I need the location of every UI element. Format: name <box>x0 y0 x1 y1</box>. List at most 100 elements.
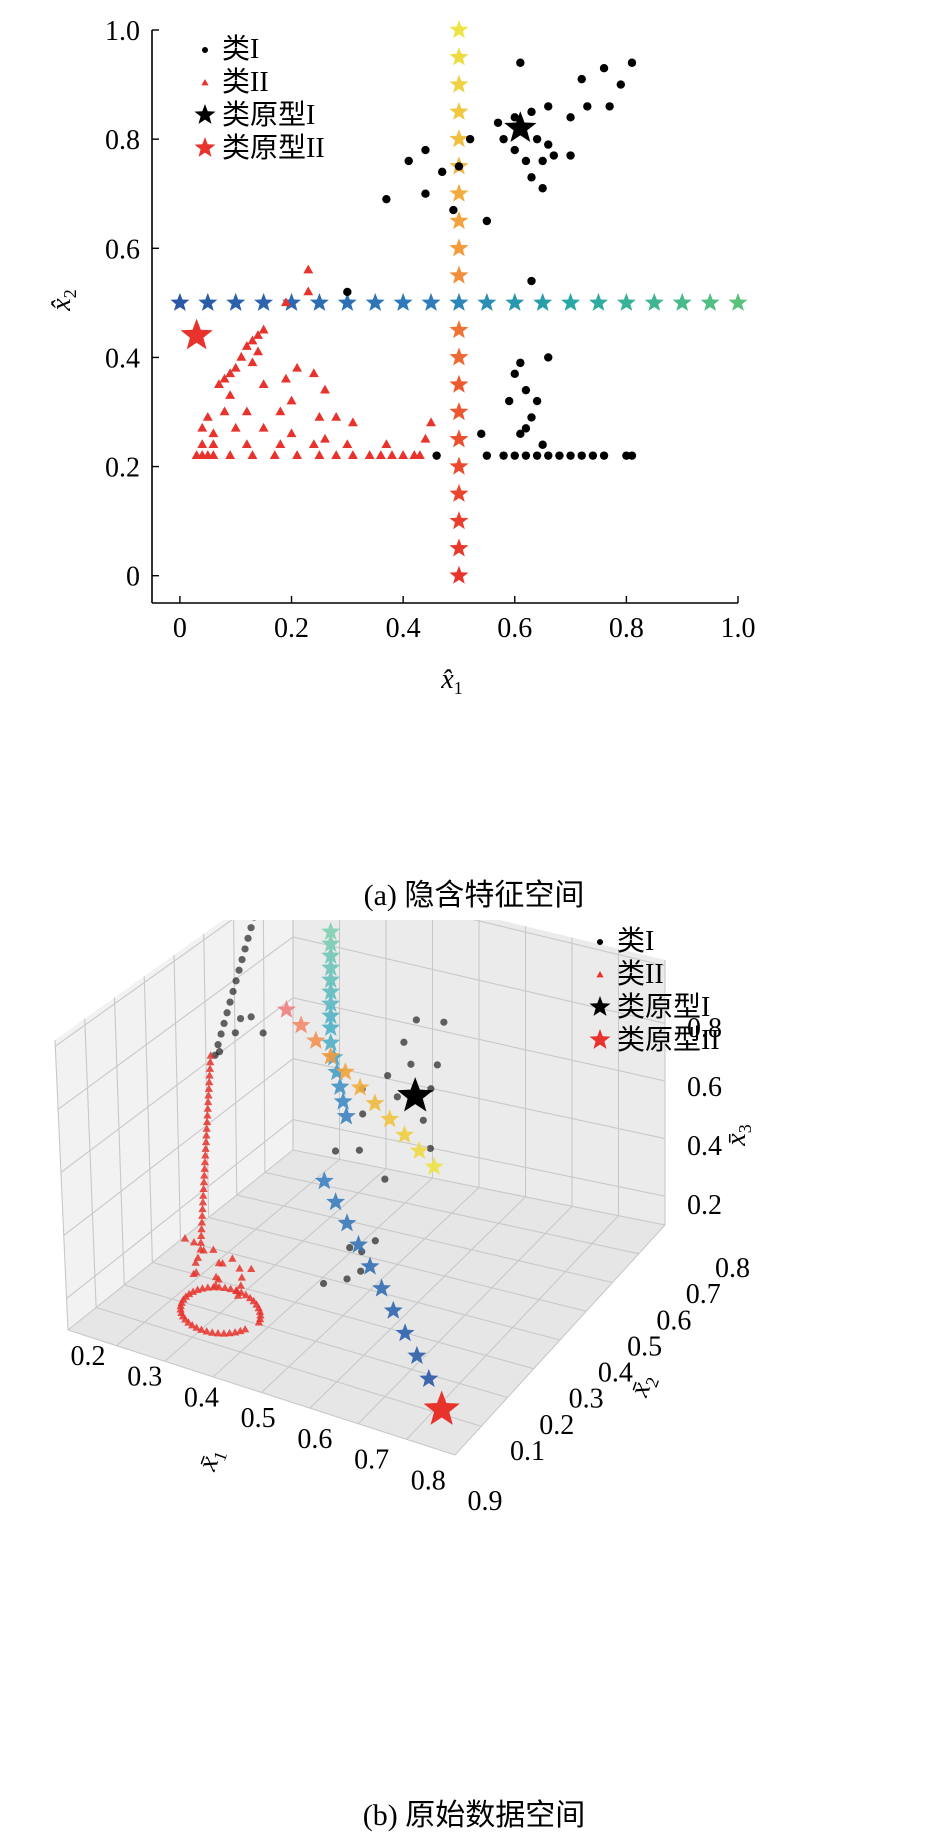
grid-line <box>57 936 294 1110</box>
class-ii-point <box>204 1084 214 1092</box>
sweep-star-vertical <box>449 347 469 366</box>
class-i-point <box>583 102 592 111</box>
class-ii-point <box>208 439 219 449</box>
class-ii-point <box>303 286 314 296</box>
y-tick-label: 0 <box>126 562 140 593</box>
sweep-star-horizontal <box>616 292 636 311</box>
class-ii-point <box>232 1286 242 1295</box>
class-ii-point <box>247 1264 256 1273</box>
class-ii-point <box>253 330 263 339</box>
x2-tick-label: 0.2 <box>539 1410 574 1441</box>
class-i-point <box>454 162 464 171</box>
grid-line <box>208 1216 587 1312</box>
class-i-point <box>510 369 519 378</box>
class-ii-point <box>230 362 241 372</box>
class-ii-point <box>347 417 358 427</box>
class-ii-point <box>197 439 208 449</box>
y-axis-label: x̂2 <box>46 289 80 311</box>
class-i-point <box>232 977 240 985</box>
sweep-star-vertical <box>449 211 469 230</box>
class-i-point <box>627 58 637 67</box>
class-ii-point <box>188 1287 198 1295</box>
class-i-point <box>493 118 503 127</box>
legend-label: 类I <box>617 925 654 957</box>
sweep-star-vertical <box>449 402 469 421</box>
x2-tick-label: 0.6 <box>656 1305 691 1336</box>
sweep-star <box>326 1192 346 1211</box>
x-tick-label: 0.2 <box>274 613 309 644</box>
sweep-star-horizontal <box>337 292 357 311</box>
grid-line <box>292 1119 666 1197</box>
class-i-point <box>544 140 553 149</box>
sweep-star-horizontal <box>170 292 190 311</box>
class-ii-point <box>303 264 314 274</box>
sweep-star-vertical <box>449 74 469 93</box>
sweep-star <box>383 1300 403 1319</box>
x-axis-label: x̂1 <box>440 664 462 698</box>
class-ii-point <box>228 1254 237 1262</box>
svg-text:x̄1: x̄1 <box>191 1444 231 1477</box>
class-ii-point <box>258 379 269 389</box>
sweep-star-vertical <box>449 238 469 257</box>
sweep-star <box>321 945 341 964</box>
class-ii-point <box>280 297 291 307</box>
class-i-point <box>544 353 553 362</box>
class-ii-point <box>387 450 397 459</box>
x3-tick-label: 0.8 <box>687 1013 722 1044</box>
class-ii-point <box>201 1144 210 1152</box>
class-i-point <box>555 451 564 460</box>
class-i-point <box>319 1279 328 1288</box>
grid-line <box>54 1039 69 1331</box>
class-ii-point <box>420 433 431 443</box>
class-ii-point <box>320 433 330 443</box>
class-i-point <box>235 966 243 974</box>
sweep-star <box>276 999 296 1018</box>
sweep-star-vertical <box>449 565 469 584</box>
class-ii-point <box>203 1283 212 1291</box>
left-back-pane <box>55 920 293 1330</box>
class-i-point <box>538 184 547 193</box>
legend-marker-star <box>194 104 216 124</box>
sweep-star <box>380 1109 400 1128</box>
class-i-point <box>404 156 413 166</box>
class-i-point <box>244 934 252 942</box>
sweep-star-horizontal <box>533 292 553 311</box>
sweep-star <box>395 1323 415 1342</box>
sweep-star-horizontal <box>282 292 301 311</box>
legend-label: 类II <box>222 66 269 98</box>
sweep-star <box>321 1032 341 1051</box>
class-i-point <box>381 1175 389 1183</box>
x1-tick-label: 0.6 <box>297 1424 332 1455</box>
sweep-star-vertical <box>449 483 469 502</box>
class-ii-point <box>342 439 353 449</box>
x1-tick-label: 0.2 <box>71 1341 106 1372</box>
sweep-star <box>360 1256 380 1275</box>
x1-tick-label: 0.3 <box>127 1362 162 1393</box>
grid-line <box>60 997 294 1173</box>
class-ii-point <box>201 1151 210 1159</box>
class-i-point <box>407 1060 415 1068</box>
class-ii-point <box>206 1051 215 1059</box>
sweep-star-horizontal <box>421 292 441 311</box>
class-i-point <box>577 74 586 84</box>
class-i-point <box>516 58 525 67</box>
class-ii-point <box>230 422 241 432</box>
sweep-star-vertical <box>449 101 469 120</box>
sweep-star <box>321 957 341 976</box>
class-ii-point <box>225 390 236 399</box>
x2-tick-label: 0.3 <box>569 1384 604 1415</box>
class-ii-point <box>308 368 319 378</box>
class-ii-point <box>198 1211 207 1219</box>
class-ii-point <box>204 1097 213 1106</box>
class-i-point <box>331 1147 340 1155</box>
class-i-point <box>432 451 441 460</box>
sweep-star-horizontal <box>309 292 329 311</box>
x3-tick-label: 0.6 <box>687 1072 722 1103</box>
class-ii-point <box>198 1284 207 1292</box>
class-i-point <box>259 1029 267 1037</box>
legend-marker-star <box>194 137 216 157</box>
class-ii-point <box>240 1325 250 1333</box>
class-ii-point <box>208 1328 217 1336</box>
class-ii-point <box>314 450 325 459</box>
class-ii-point <box>258 422 269 432</box>
